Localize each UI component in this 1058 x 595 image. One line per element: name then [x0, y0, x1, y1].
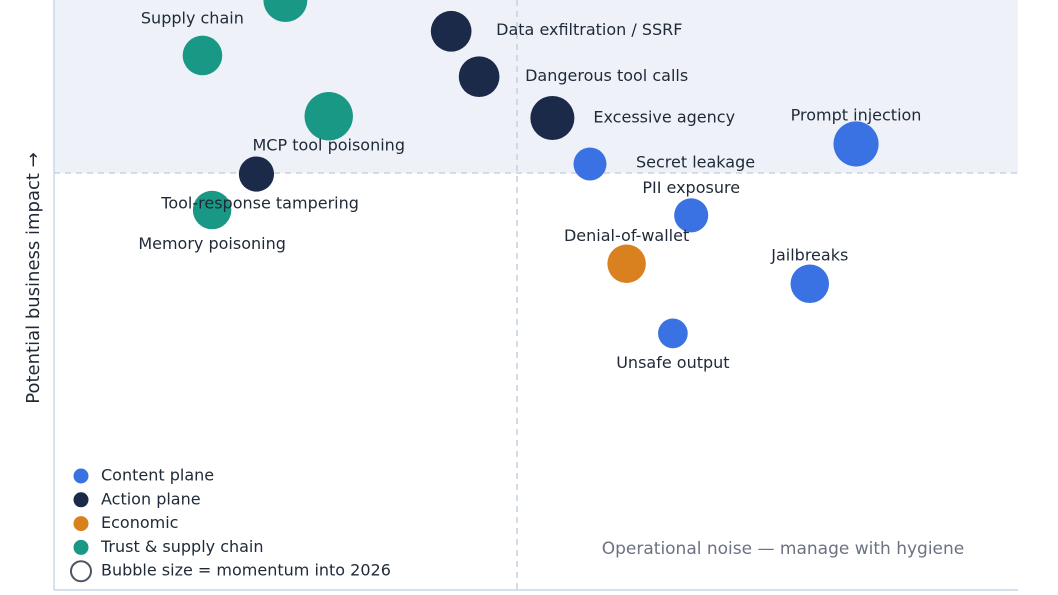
legend-marker-size	[70, 560, 92, 583]
bubble-label-mcp-tool-poisoning: MCP tool poisoning	[252, 136, 405, 155]
legend-label-trust: Trust & supply chain	[100, 537, 264, 556]
legend-marker-action	[73, 492, 89, 508]
legend-marker-economic	[73, 516, 89, 532]
legend-label-action: Action plane	[101, 489, 201, 508]
legend-marker-content	[73, 468, 89, 484]
bubble-mcp-tool-poisoning	[304, 92, 353, 141]
bubble-label-excessive-agency: Excessive agency	[593, 108, 735, 127]
bubble-pii-exposure	[674, 198, 709, 233]
bubble-dangerous-tool-calls	[458, 56, 500, 98]
bubble-secret-leakage	[573, 147, 607, 181]
bubble-unlabeled-8	[238, 156, 275, 192]
bubble-denial-of-wallet	[607, 244, 646, 283]
quadrant-note: Operational noise — manage with hygiene	[602, 539, 965, 559]
bubble-unsafe-output	[658, 318, 688, 349]
bubble-label-pii-exposure: PII exposure	[642, 178, 740, 197]
bubble-label-unsafe-output: Unsafe output	[616, 353, 729, 372]
legend: Content plane Action plane Economic Trust &…	[70, 466, 391, 583]
legend-marker-trust	[73, 539, 89, 555]
bubble-data-exfiltration-ssrf	[430, 10, 472, 52]
bubble-label-prompt-injection: Prompt injection	[791, 105, 922, 124]
bubble-prompt-injection	[833, 121, 879, 167]
labels-layer: Supply chain Data exfiltration / SSRF Dang…	[138, 9, 921, 372]
legend-label-economic: Economic	[101, 513, 178, 532]
legend-label-content: Content plane	[101, 466, 214, 485]
bubbles-layer	[182, 0, 879, 349]
bubble-jailbreaks	[790, 264, 830, 304]
bubble-label-jailbreaks: Jailbreaks	[770, 245, 848, 264]
bubble-label-tool-response-tampering: Tool-response tampering	[160, 194, 359, 213]
y-axis-label: Potential business impact →	[23, 152, 44, 404]
bubble-label-secret-leakage: Secret leakage	[636, 153, 755, 172]
bubble-label-supply-chain: Supply chain	[141, 9, 244, 28]
bubble-label-denial-of-wallet: Denial-of-wallet	[564, 226, 689, 245]
bubble-label-data-exfiltration-ssrf: Data exfiltration / SSRF	[496, 20, 682, 39]
bubble-unlabeled-1	[182, 35, 223, 76]
bubble-label-memory-poisoning: Memory poisoning	[138, 234, 286, 253]
legend-label-size: Bubble size = momentum into 2026	[101, 561, 391, 580]
bubble-excessive-agency	[530, 96, 575, 140]
bubble-tool-response-tampering	[192, 190, 232, 230]
bubble-supply-chain	[263, 0, 308, 22]
bubble-label-dangerous-tool-calls: Dangerous tool calls	[525, 66, 688, 85]
